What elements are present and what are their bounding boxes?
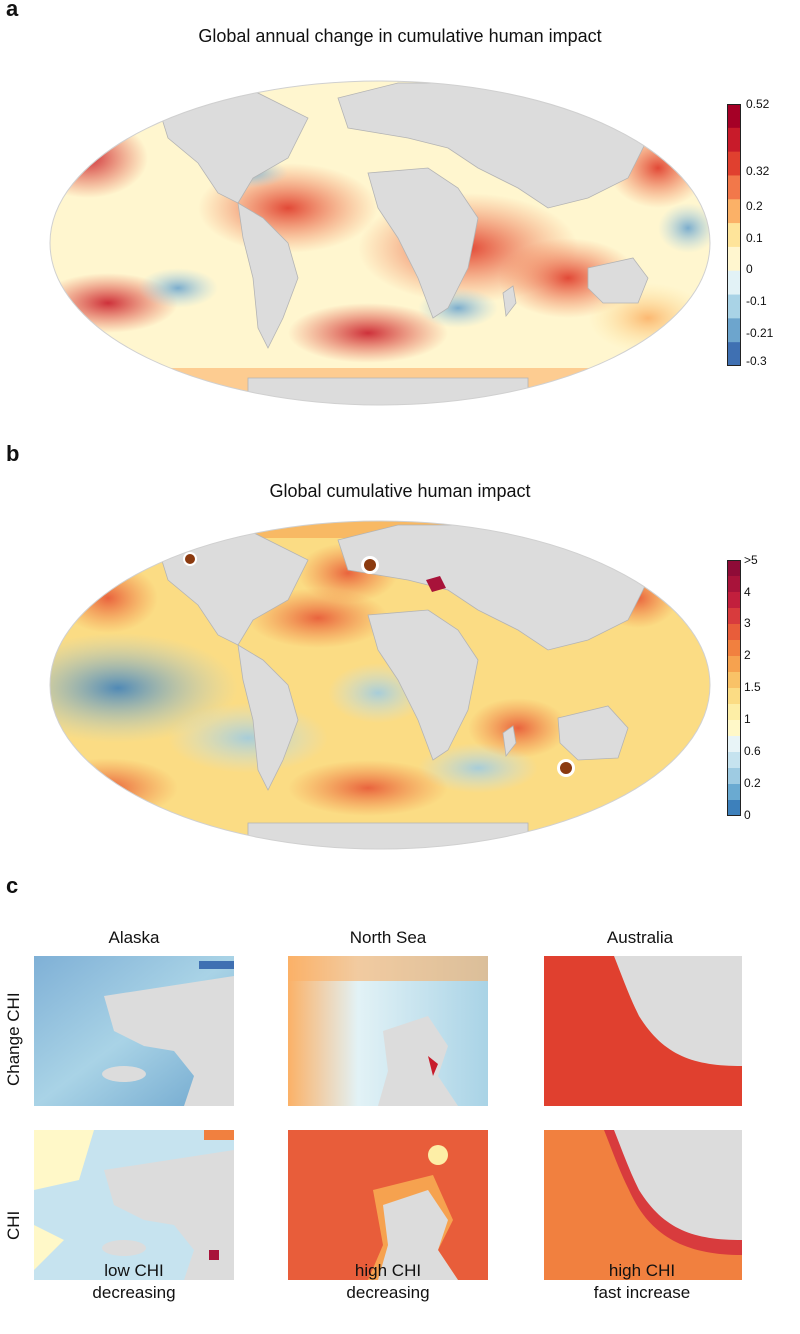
caption-alaska-line1: low CHI <box>104 1261 164 1280</box>
north-sea-chi-tile <box>288 1130 488 1280</box>
australia-change-tile <box>544 956 742 1106</box>
north-sea-marker <box>364 559 376 571</box>
colorbar-swatch <box>727 672 741 689</box>
colorbar-swatch <box>727 560 741 577</box>
panel-a-letter: a <box>6 0 19 21</box>
region-title-alaska: Alaska <box>108 928 160 947</box>
colorbar-swatch <box>727 800 741 816</box>
north-sea-change-tile <box>288 956 488 1106</box>
colorbar-a-tick-3: 0.1 <box>746 231 763 245</box>
colorbar-swatch <box>727 576 741 593</box>
colorbar-swatch <box>727 270 741 296</box>
colorbar-swatch <box>727 246 741 272</box>
colorbar-swatch <box>727 127 741 153</box>
caption-alaska-line2: decreasing <box>92 1283 176 1302</box>
panel-c-letter: c <box>6 873 19 898</box>
colorbar-swatch <box>727 752 741 769</box>
alaska-marker <box>185 554 195 564</box>
panel-b-colorbar <box>727 560 741 816</box>
colorbar-a-tick-2: 0.2 <box>746 199 763 213</box>
panel-a-map <box>48 78 713 408</box>
colorbar-swatch <box>727 736 741 753</box>
caption-australia-line1: high CHI <box>608 1261 676 1280</box>
colorbar-swatch <box>727 318 741 343</box>
colorbar-swatch <box>727 223 741 248</box>
region-title-north-sea: North Sea <box>349 928 427 947</box>
colorbar-swatch <box>727 342 741 366</box>
colorbar-swatch <box>727 592 741 609</box>
panel-a-title: Global annual change in cumulative human… <box>198 26 602 46</box>
caption-north-sea-line2: decreasing <box>346 1283 430 1302</box>
colorbar-b-tick-8: 0 <box>744 808 751 822</box>
colorbar-b-tick-3: 2 <box>744 648 751 662</box>
region-title-australia: Australia <box>606 928 674 947</box>
alaska-change-tile <box>34 956 234 1106</box>
colorbar-b-tick-2: 3 <box>744 616 751 630</box>
colorbar-a-tick-7: -0.3 <box>746 354 767 368</box>
colorbar-b-tick-1: 4 <box>744 585 751 599</box>
row-label-chi: CHI <box>4 1210 23 1240</box>
caption-australia-line2: fast increase <box>593 1283 691 1302</box>
colorbar-swatch <box>727 175 741 200</box>
australia-chi-tile <box>544 1130 742 1280</box>
colorbar-a-tick-1: 0.32 <box>746 164 770 178</box>
colorbar-swatch <box>727 624 741 641</box>
colorbar-swatch <box>727 768 741 785</box>
colorbar-b-tick-7: 0.2 <box>744 776 761 790</box>
colorbar-swatch <box>727 640 741 657</box>
colorbar-a-tick-6: -0.21 <box>746 326 774 340</box>
colorbar-a-tick-0: 0.52 <box>746 97 770 111</box>
colorbar-swatch <box>727 199 741 224</box>
colorbar-swatch <box>727 720 741 737</box>
colorbar-swatch <box>727 104 741 129</box>
panel-b-letter: b <box>6 441 20 466</box>
colorbar-swatch <box>727 656 741 673</box>
colorbar-a-tick-5: -0.1 <box>746 294 767 308</box>
caption-north-sea-line1: high CHI <box>354 1261 422 1280</box>
colorbar-swatch <box>727 608 741 625</box>
colorbar-swatch <box>727 294 741 319</box>
caption-australia: high CHI fast increase <box>532 1260 752 1304</box>
colorbar-a-tick-4: 0 <box>746 262 753 276</box>
panel-b-map <box>48 518 713 853</box>
australia-marker <box>560 762 572 774</box>
colorbar-swatch <box>727 151 741 176</box>
row-label-change-chi: Change CHI <box>4 992 23 1086</box>
colorbar-b-tick-6: 0.6 <box>744 744 761 758</box>
colorbar-b-tick-0: >5 <box>744 553 758 567</box>
colorbar-b-tick-5: 1 <box>744 712 751 726</box>
panel-a-colorbar <box>727 104 741 366</box>
colorbar-swatch <box>727 688 741 705</box>
caption-north-sea: high CHI decreasing <box>278 1260 498 1304</box>
colorbar-swatch <box>727 784 741 801</box>
colorbar-swatch <box>727 704 741 721</box>
colorbar-b-tick-4: 1.5 <box>744 680 761 694</box>
caption-alaska: low CHI decreasing <box>24 1260 244 1304</box>
panel-b-title: Global cumulative human impact <box>269 481 531 501</box>
alaska-chi-tile <box>34 1130 234 1280</box>
